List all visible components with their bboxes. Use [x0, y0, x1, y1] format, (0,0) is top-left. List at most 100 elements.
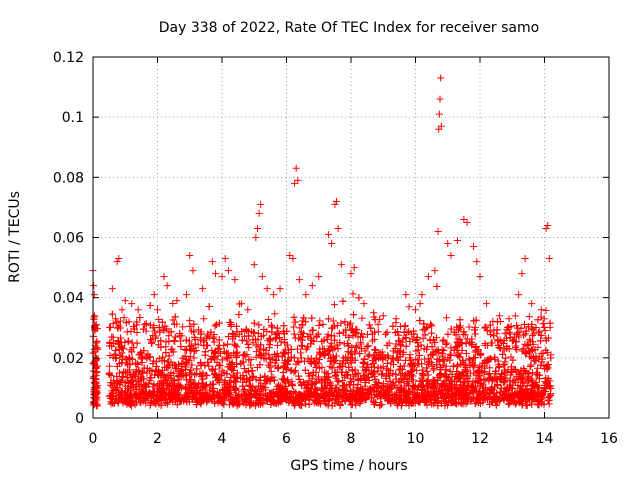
band-point: [263, 397, 271, 405]
band-point: [92, 339, 100, 347]
band-point: [520, 331, 528, 339]
band-point: [239, 351, 247, 359]
band-point: [218, 367, 226, 375]
band-point: [268, 323, 276, 331]
band-point: [306, 331, 314, 339]
band-point: [191, 371, 199, 379]
band-point: [395, 377, 403, 385]
band-point: [256, 394, 264, 402]
band-point: [171, 333, 179, 341]
band-point: [290, 368, 298, 376]
band-point: [156, 328, 164, 336]
band-point: [338, 360, 346, 368]
band-point: [364, 391, 372, 399]
band-point: [462, 349, 470, 357]
band-point: [256, 346, 264, 354]
band-point: [157, 337, 165, 345]
band-point: [126, 361, 134, 369]
band-point: [284, 379, 292, 387]
band-point: [107, 323, 115, 331]
band-point: [439, 379, 447, 387]
band-point: [339, 354, 347, 362]
band-point: [383, 359, 391, 367]
band-point: [122, 319, 130, 327]
band-point: [446, 380, 454, 388]
band-point: [337, 319, 345, 327]
band-point: [293, 345, 301, 353]
band-point: [419, 381, 427, 389]
band-point: [174, 389, 182, 397]
band-point: [407, 371, 415, 379]
band-point: [275, 364, 283, 372]
band-point: [146, 353, 154, 361]
band-point: [139, 325, 147, 333]
band-point: [406, 351, 414, 359]
band-point: [444, 387, 452, 395]
band-point: [355, 294, 363, 302]
band-point: [130, 322, 138, 330]
band-point: [163, 380, 171, 388]
band-point: [540, 315, 548, 323]
band-point: [205, 362, 213, 370]
band-point: [506, 376, 514, 384]
band-point: [401, 322, 409, 330]
band-point: [479, 381, 487, 389]
band-point: [146, 374, 154, 382]
band-point: [454, 361, 462, 369]
band-point: [166, 386, 174, 394]
band-point: [302, 384, 310, 392]
band-point: [132, 359, 140, 367]
band-point: [474, 366, 482, 374]
band-point: [365, 321, 373, 329]
band-point: [367, 324, 375, 332]
band-point: [503, 383, 511, 391]
band-point: [177, 343, 185, 351]
band-point: [505, 328, 513, 336]
band-point: [124, 384, 132, 392]
band-point: [261, 386, 269, 394]
band-point: [497, 318, 505, 326]
band-point: [192, 401, 200, 409]
band-point: [160, 396, 168, 404]
band-point: [319, 320, 327, 328]
band-point: [369, 370, 377, 378]
band-point: [454, 352, 462, 360]
band-point: [365, 351, 373, 359]
band-point: [539, 320, 547, 328]
band-point: [520, 370, 528, 378]
band-point: [205, 302, 213, 310]
band-point: [160, 325, 168, 333]
band-point: [115, 322, 123, 330]
band-point: [105, 370, 113, 378]
band-point: [260, 345, 268, 353]
band-point: [440, 355, 448, 363]
band-point: [169, 299, 177, 307]
band-point: [252, 353, 260, 361]
band-point: [374, 320, 382, 328]
band-point: [297, 354, 305, 362]
band-point: [383, 341, 391, 349]
band-point: [316, 317, 324, 325]
band-point: [474, 346, 482, 354]
band-point: [371, 316, 379, 324]
band-point: [196, 359, 204, 367]
band-point: [470, 326, 478, 334]
band-point: [165, 352, 173, 360]
band-point: [419, 371, 427, 379]
band-point: [108, 342, 116, 350]
band-point: [447, 344, 455, 352]
band-point: [389, 322, 397, 330]
band-point: [433, 282, 441, 290]
band-point: [187, 375, 195, 383]
band-point: [298, 342, 306, 350]
band-point: [357, 329, 365, 337]
band-point: [149, 324, 157, 332]
band-point: [182, 383, 190, 391]
band-point: [468, 335, 476, 343]
band-point: [253, 386, 261, 394]
band-point: [358, 393, 366, 401]
band-point: [460, 328, 468, 336]
band-point: [415, 397, 423, 405]
band-point: [371, 328, 379, 336]
band-point: [458, 347, 466, 355]
